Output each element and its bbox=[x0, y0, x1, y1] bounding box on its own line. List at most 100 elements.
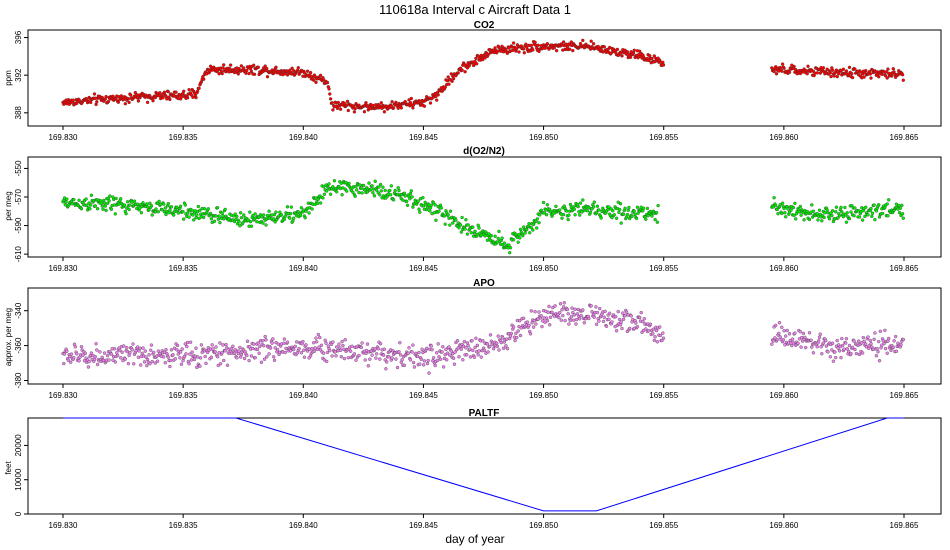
apo-point bbox=[629, 314, 633, 318]
o2n2-point bbox=[405, 203, 410, 207]
o2n2-point bbox=[446, 213, 450, 217]
apo-panel-title: APO bbox=[473, 278, 495, 289]
o2n2-point bbox=[145, 205, 150, 209]
apo-point bbox=[774, 323, 778, 328]
apo-point bbox=[468, 347, 472, 351]
o2n2-point bbox=[477, 226, 481, 230]
apo-point bbox=[438, 357, 443, 361]
o2n2-point bbox=[237, 220, 241, 224]
co2-point bbox=[536, 43, 540, 47]
o2n2-point bbox=[437, 209, 441, 213]
apo-point bbox=[249, 354, 254, 358]
co2-point bbox=[95, 100, 99, 104]
apo-point bbox=[598, 306, 602, 311]
apo-point bbox=[568, 318, 573, 323]
o2n2-x-tick-label: 169.835 bbox=[169, 264, 198, 273]
apo-point bbox=[374, 356, 378, 360]
apo-point bbox=[847, 349, 851, 354]
apo-point bbox=[481, 339, 485, 343]
apo-point bbox=[470, 339, 474, 343]
o2n2-point bbox=[187, 215, 191, 219]
o2n2-point bbox=[595, 204, 600, 208]
o2n2-point bbox=[283, 214, 287, 218]
o2n2-point bbox=[264, 223, 268, 227]
apo-point bbox=[322, 358, 327, 362]
apo-point bbox=[574, 317, 579, 322]
apo-point bbox=[509, 331, 513, 336]
apo-point bbox=[514, 331, 518, 335]
o2n2-point bbox=[827, 217, 832, 221]
co2-point bbox=[182, 89, 186, 93]
co2-point bbox=[877, 75, 881, 79]
apo-point bbox=[608, 311, 612, 315]
paltf-y-tick-label: 0 bbox=[14, 511, 23, 516]
apo-point bbox=[242, 356, 247, 361]
apo-point bbox=[171, 353, 175, 357]
apo-point bbox=[887, 336, 891, 341]
apo-point bbox=[440, 350, 444, 354]
apo-point bbox=[175, 343, 180, 348]
o2n2-point bbox=[621, 212, 626, 216]
o2n2-point bbox=[822, 215, 826, 220]
o2n2-point bbox=[869, 206, 873, 211]
o2n2-x-tick-label: 169.845 bbox=[409, 264, 438, 273]
o2n2-point bbox=[633, 212, 637, 217]
apo-y-tick-label: -360 bbox=[14, 337, 23, 354]
apo-point bbox=[546, 310, 550, 314]
o2n2-point bbox=[863, 214, 867, 219]
co2-point bbox=[174, 90, 178, 94]
co2-point bbox=[625, 50, 630, 54]
co2-point bbox=[328, 97, 333, 101]
co2-point bbox=[434, 94, 438, 99]
o2n2-point bbox=[544, 213, 549, 217]
apo-point bbox=[199, 343, 204, 347]
o2n2-point bbox=[619, 221, 623, 225]
o2n2-point bbox=[531, 222, 536, 227]
co2-point bbox=[364, 101, 368, 105]
apo-point bbox=[607, 317, 611, 321]
o2n2-point bbox=[288, 211, 293, 216]
co2-point bbox=[328, 92, 332, 96]
apo-point bbox=[225, 346, 229, 350]
o2n2-point bbox=[197, 216, 201, 221]
co2-point bbox=[92, 92, 97, 96]
o2n2-point bbox=[102, 201, 107, 205]
o2n2-point bbox=[265, 213, 270, 218]
apo-point bbox=[224, 342, 228, 347]
co2-point bbox=[511, 48, 515, 53]
apo-point bbox=[357, 353, 361, 358]
apo-point bbox=[558, 311, 562, 315]
o2n2-point bbox=[160, 208, 164, 212]
o2n2-point bbox=[176, 211, 180, 215]
apo-point bbox=[831, 359, 836, 363]
o2n2-point bbox=[485, 238, 490, 242]
o2n2-point bbox=[289, 205, 294, 209]
o2n2-point bbox=[880, 211, 885, 216]
apo-point bbox=[400, 358, 404, 362]
apo-point bbox=[229, 347, 234, 351]
apo-point bbox=[894, 349, 899, 353]
o2n2-point bbox=[166, 201, 170, 206]
o2n2-point bbox=[817, 208, 822, 212]
paltf-x-tick-label: 169.860 bbox=[769, 521, 798, 530]
o2n2-point bbox=[418, 210, 422, 214]
o2n2-point bbox=[145, 202, 149, 206]
apo-point bbox=[93, 355, 97, 359]
co2-point bbox=[422, 104, 427, 108]
o2n2-point bbox=[849, 210, 853, 214]
o2n2-point bbox=[409, 189, 413, 193]
o2n2-point bbox=[89, 193, 94, 197]
apo-point bbox=[436, 342, 440, 346]
co2-point bbox=[609, 51, 613, 55]
apo-point bbox=[251, 346, 255, 351]
apo-point bbox=[475, 343, 480, 348]
apo-point bbox=[603, 309, 607, 314]
o2n2-point bbox=[373, 179, 377, 183]
co2-point bbox=[835, 74, 839, 79]
o2n2-point bbox=[164, 212, 168, 217]
o2n2-point bbox=[367, 181, 371, 185]
o2n2-point bbox=[802, 218, 806, 222]
apo-point bbox=[780, 325, 784, 329]
o2n2-point bbox=[844, 220, 849, 224]
apo-point bbox=[398, 353, 403, 357]
